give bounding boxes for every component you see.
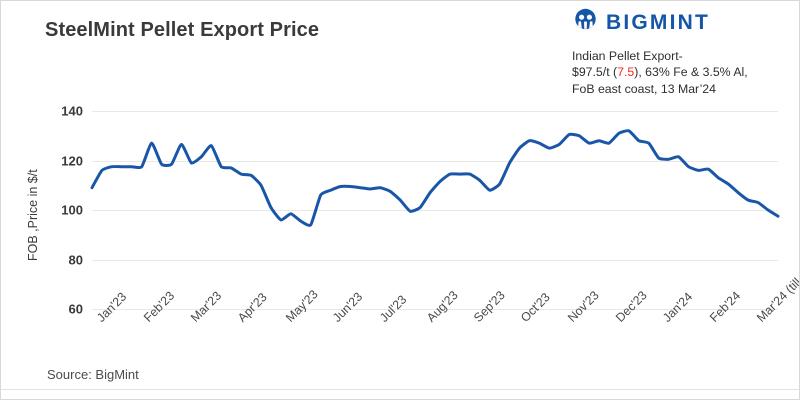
y-axis-tick-label: 80 (68, 252, 83, 267)
brand-lockup: BIGMINT (566, 7, 781, 39)
gridline (92, 259, 778, 261)
price-line-path (90, 129, 780, 227)
price-line-series (90, 129, 780, 227)
gridline (92, 210, 778, 211)
brand-name: BIGMINT (606, 11, 711, 34)
annotation-line-3: FoB east coast, 13 Mar’24 (572, 81, 716, 96)
y-axis-tick-label: 100 (61, 202, 83, 218)
annotation-change-highlight: 7.5 (617, 65, 635, 80)
plot-area: FOB ,Price in $/t 60 80 100 120 140 Jan'23 Fe… (26, 104, 799, 325)
y-axis-tick-label: 120 (61, 153, 83, 168)
y-axis-tick-label: 140 (61, 103, 83, 119)
annotation-line-1: Indian Pellet Export- (572, 49, 683, 63)
page-title: SteelMint Pellet Export Price (45, 19, 320, 41)
annotation-price: $97.5/t ( (572, 65, 618, 80)
gridline (92, 309, 778, 310)
brand-block: BIGMINT Indian Pellet Export- $97.5/t (7… (566, 7, 781, 97)
gridline (92, 111, 778, 112)
y-axis-tick-label: 60 (68, 301, 83, 317)
footer-divider (1, 389, 799, 390)
gridline (92, 160, 778, 162)
annotation-line-2: $97.5/t (7.5), 63% Fe & 3.5% Al, (572, 64, 781, 80)
source-note: Source: BigMint (47, 367, 139, 382)
bigmint-circle-logo-icon (572, 7, 599, 39)
y-axis-title: FOB ,Price in $/t (26, 169, 40, 261)
annotation-text: Indian Pellet Export- $97.5/t (7.5), 63%… (566, 48, 781, 97)
annotation-spec: ), 63% Fe & 3.5% Al, (634, 65, 748, 80)
